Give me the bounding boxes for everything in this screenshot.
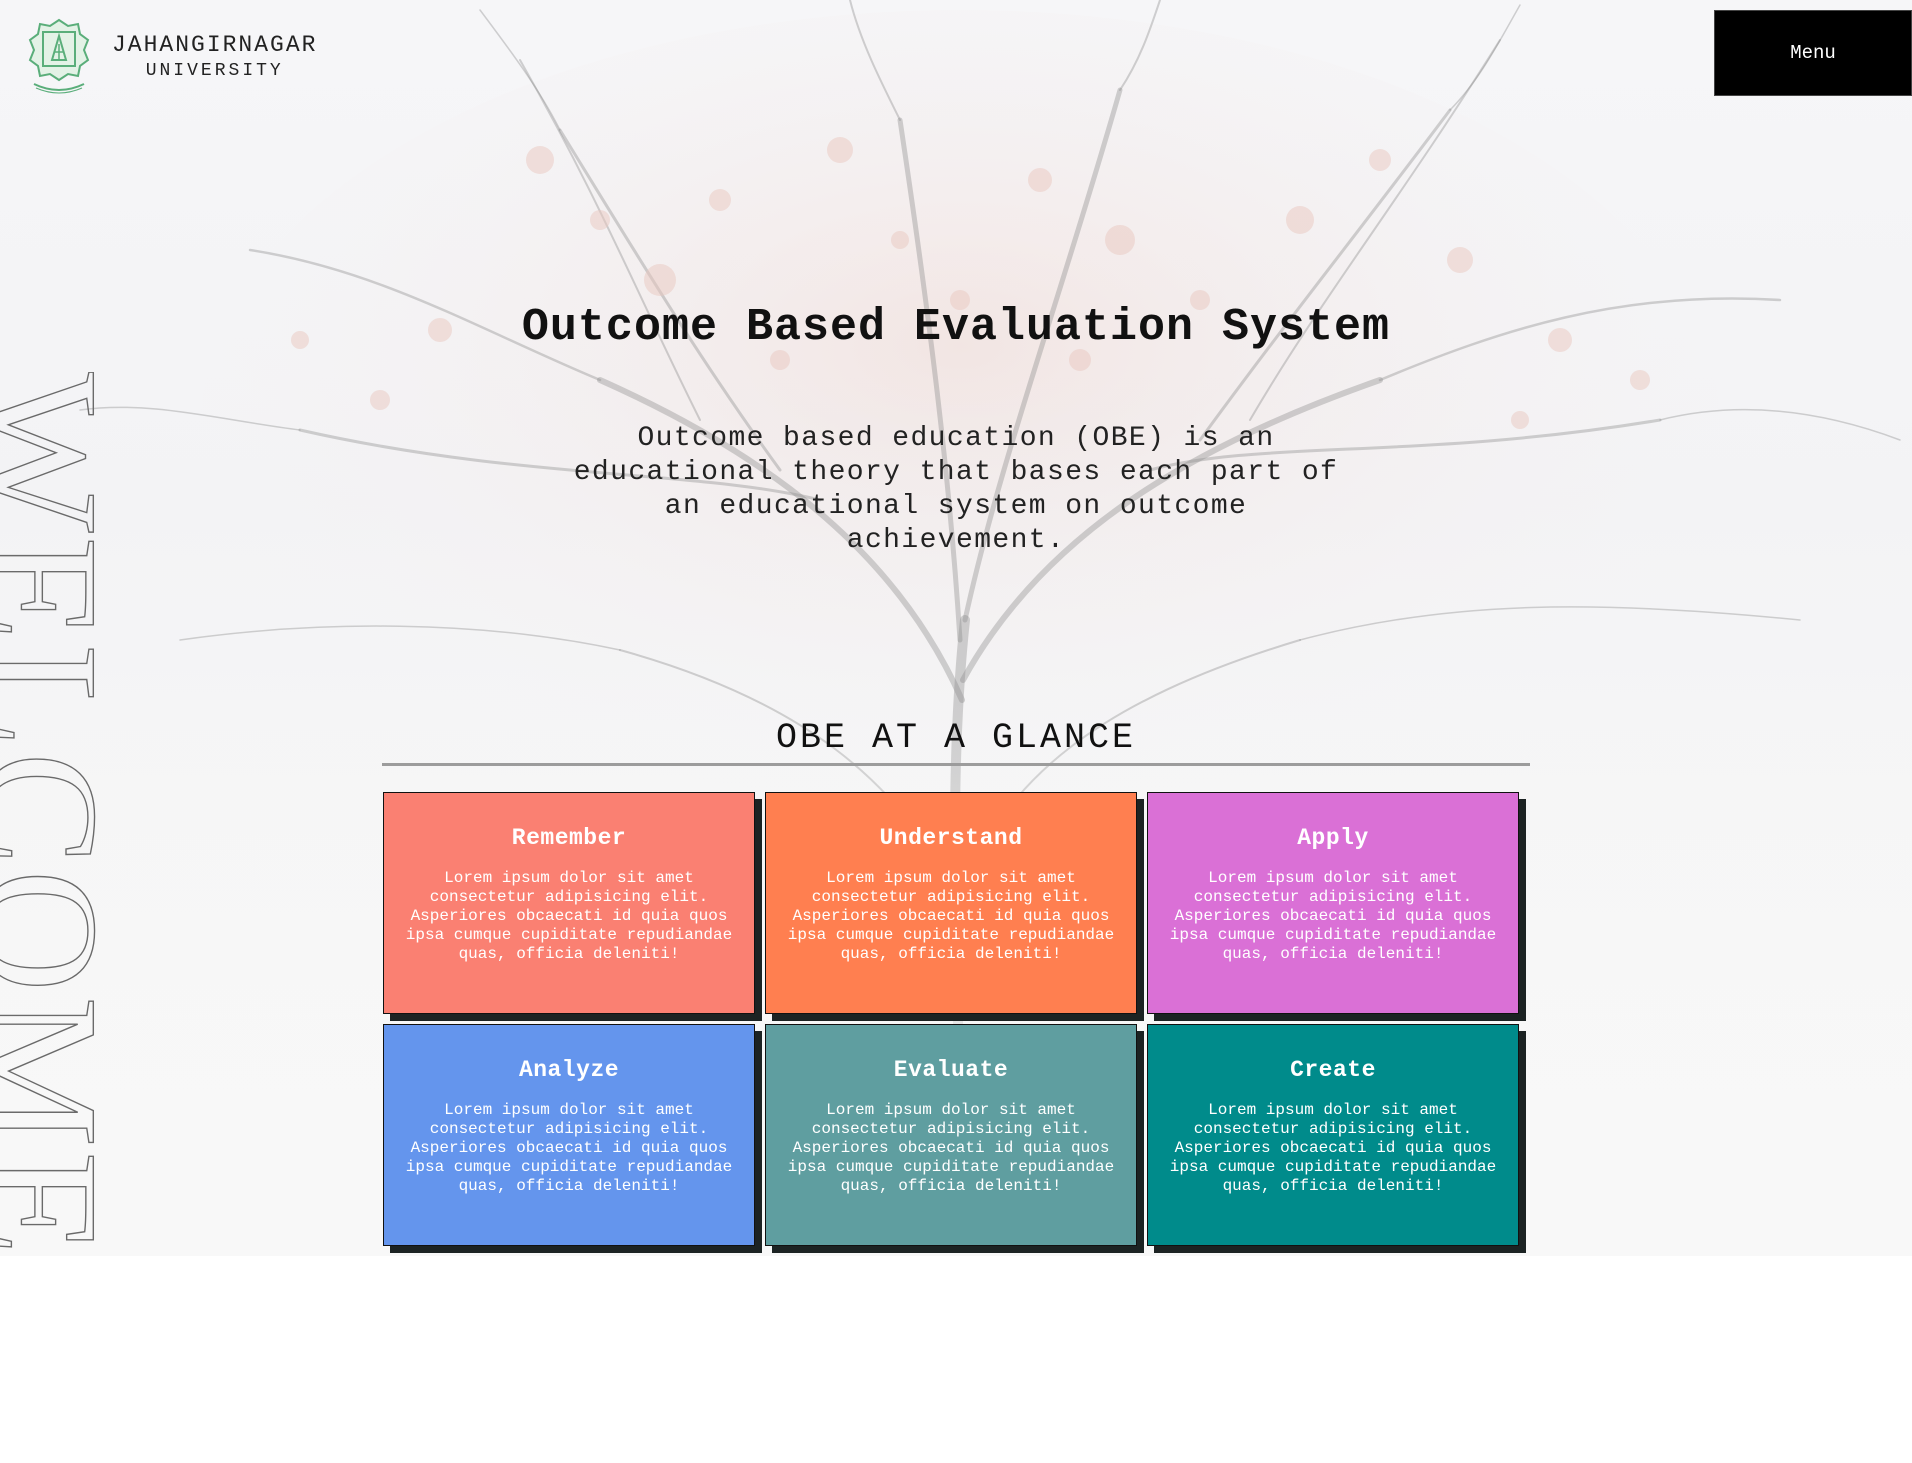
- card-text: Lorem ipsum dolor sit amet consectetur a…: [787, 869, 1115, 963]
- card-remember[interactable]: Remember Lorem ipsum dolor sit amet cons…: [383, 792, 755, 1014]
- page-title: Outcome Based Evaluation System: [521, 302, 1391, 353]
- university-name-line1: JAHANGIRNAGAR: [112, 32, 318, 58]
- section-divider: [382, 763, 1530, 766]
- card-title: Understand: [879, 825, 1023, 851]
- card-title: Apply: [1297, 825, 1369, 851]
- menu-button[interactable]: Menu: [1714, 10, 1912, 96]
- welcome-sidebar: WELCOME: [0, 372, 130, 1463]
- card-text: Lorem ipsum dolor sit amet consectetur a…: [787, 1101, 1115, 1195]
- card-understand[interactable]: Understand Lorem ipsum dolor sit amet co…: [765, 792, 1137, 1014]
- hero-description: Outcome based education (OBE) is an educ…: [573, 423, 1339, 556]
- card-text: Lorem ipsum dolor sit amet consectetur a…: [405, 1101, 733, 1195]
- card-title: Analyze: [518, 1057, 620, 1083]
- jahangirnagar-university-seal-icon: [28, 18, 90, 94]
- university-brand[interactable]: JAHANGIRNAGAR UNIVERSITY: [28, 18, 317, 96]
- university-name: JAHANGIRNAGAR UNIVERSITY: [112, 32, 318, 81]
- section-title-obe-at-a-glance: OBE AT A GLANCE: [775, 718, 1137, 758]
- card-title: Evaluate: [893, 1057, 1009, 1083]
- card-apply[interactable]: Apply Lorem ipsum dolor sit amet consect…: [1147, 792, 1519, 1014]
- card-create[interactable]: Create Lorem ipsum dolor sit amet consec…: [1147, 1024, 1519, 1246]
- card-text: Lorem ipsum dolor sit amet consectetur a…: [1169, 869, 1497, 963]
- card-evaluate[interactable]: Evaluate Lorem ipsum dolor sit amet cons…: [765, 1024, 1137, 1246]
- card-text: Lorem ipsum dolor sit amet consectetur a…: [405, 869, 733, 963]
- card-text: Lorem ipsum dolor sit amet consectetur a…: [1169, 1101, 1497, 1195]
- university-name-line2: UNIVERSITY: [145, 61, 284, 81]
- welcome-outline-text: WELCOME: [0, 372, 130, 1260]
- card-title: Remember: [511, 825, 627, 851]
- card-analyze[interactable]: Analyze Lorem ipsum dolor sit amet conse…: [383, 1024, 755, 1246]
- card-title: Create: [1290, 1057, 1376, 1083]
